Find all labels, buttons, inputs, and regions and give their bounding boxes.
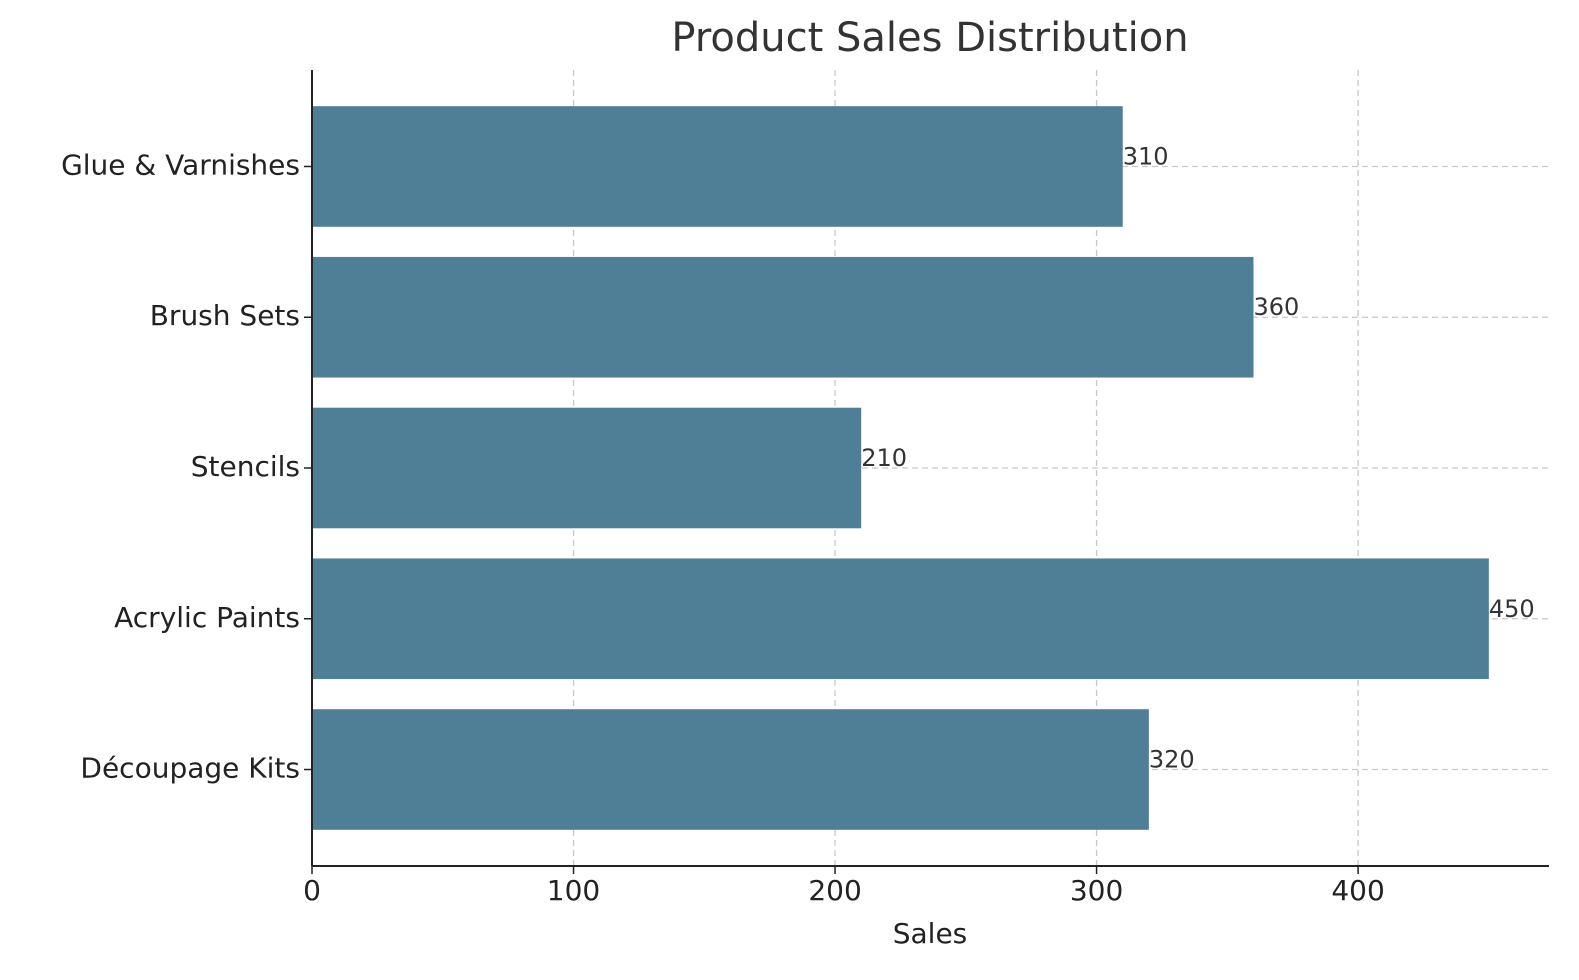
y-tick-label: Glue & Varnishes (61, 148, 300, 181)
value-label: 310 (1123, 142, 1169, 170)
value-label: 360 (1253, 293, 1299, 321)
value-label: 320 (1149, 746, 1195, 774)
x-tick-label: 300 (1070, 874, 1123, 907)
y-tick-label: Découpage Kits (80, 752, 300, 785)
x-tick-label: 0 (303, 874, 321, 907)
value-label: 450 (1489, 595, 1535, 623)
bar (312, 106, 1123, 227)
x-tick-label: 200 (808, 874, 861, 907)
value-label: 210 (861, 444, 907, 472)
y-tick-label: Acrylic Paints (114, 601, 300, 634)
y-tick-label: Brush Sets (150, 299, 300, 332)
bar (312, 407, 862, 529)
bar (312, 256, 1254, 378)
x-tick-label: 400 (1331, 874, 1384, 907)
chart-title: Product Sales Distribution (671, 15, 1188, 61)
bar (312, 558, 1489, 680)
x-tick-label: 100 (547, 874, 600, 907)
x-axis-label: Sales (893, 917, 968, 950)
bar (312, 709, 1149, 830)
y-tick-label: Stencils (191, 450, 300, 483)
